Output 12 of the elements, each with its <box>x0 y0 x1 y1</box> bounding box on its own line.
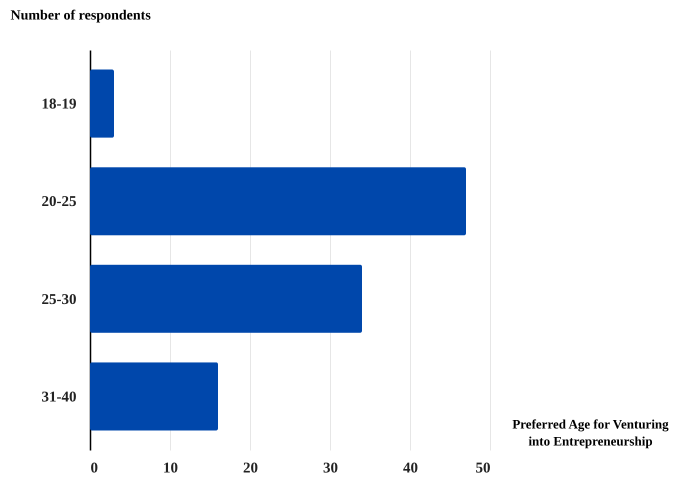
x-tick-label: 30 <box>323 460 338 476</box>
y-tick-label: 25-30 <box>42 292 76 308</box>
y-tick-label: 18-19 <box>42 96 76 113</box>
x-tick-label: 20 <box>243 460 258 476</box>
y-axis-title: Number of respondents <box>10 8 152 24</box>
y-tick-label: 31-40 <box>42 389 76 406</box>
x-tick-label: 0 <box>90 460 98 476</box>
y-tick-label: 20-25 <box>42 194 76 210</box>
x-axis-title: Preferred Age for Venturing into Entrepreneurship <box>512 416 670 448</box>
x-tick-label: 40 <box>403 460 418 476</box>
x-tick-label: 10 <box>163 460 178 476</box>
x-tick-label: 50 <box>476 460 490 476</box>
